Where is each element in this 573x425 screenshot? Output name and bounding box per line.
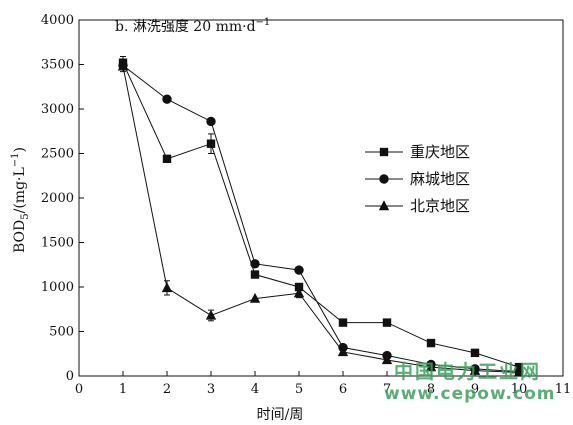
x-tick-label: 7 — [383, 382, 391, 397]
y-axis-label-sub: 5 — [20, 213, 31, 219]
series-layer — [117, 55, 525, 377]
data-point — [381, 354, 393, 365]
legend-entry: 北京地区 — [365, 197, 470, 215]
data-point — [337, 346, 349, 357]
x-tick-label: 3 — [207, 382, 215, 397]
y-tick-label: 500 — [49, 325, 74, 340]
legend-entry: 重庆地区 — [365, 143, 470, 161]
legend-marker — [379, 174, 389, 184]
legend-label: 北京地区 — [410, 197, 470, 215]
watermark-url: www.cepow.com — [384, 384, 556, 404]
x-tick-label: 0 — [75, 382, 83, 397]
x-tick-label: 8 — [427, 382, 435, 397]
x-tick-label: 9 — [471, 382, 479, 397]
y-axis-label-main: BOD — [12, 220, 28, 253]
data-point — [117, 60, 129, 71]
data-point — [294, 265, 304, 275]
data-point — [382, 318, 392, 327]
legend-label: 麻城地区 — [410, 170, 470, 188]
data-point — [250, 270, 260, 279]
x-tick-label: 2 — [163, 382, 171, 397]
y-tick-label: 3000 — [41, 102, 74, 117]
data-point — [250, 259, 260, 269]
data-point — [513, 366, 525, 377]
legend-label: 重庆地区 — [410, 143, 470, 161]
y-axis-label-end: ) — [12, 147, 28, 152]
chart-title-main: b. 淋洗强度 20 mm·d — [115, 19, 256, 35]
y-tick-label: 2500 — [41, 147, 74, 162]
y-tick-label: 3500 — [41, 58, 74, 73]
data-point — [206, 116, 216, 127]
data-point — [161, 282, 173, 293]
data-point — [249, 292, 261, 303]
series-line — [122, 64, 520, 373]
legend-marker — [379, 147, 389, 157]
x-tick-label: 11 — [555, 382, 572, 397]
data-point — [470, 348, 480, 358]
x-axis-label: 时间/周 — [257, 407, 304, 423]
legend-entry: 麻城地区 — [365, 170, 470, 188]
y-tick-label: 1500 — [41, 236, 74, 251]
data-point — [426, 338, 436, 348]
data-point — [338, 318, 348, 327]
y-tick-label: 2000 — [41, 191, 74, 206]
y-axis-label-unit: /(mg·L — [12, 167, 28, 213]
x-tick-label: 4 — [251, 382, 259, 397]
axis-ticks: 0 1 2 3 4 5 6 7 8 9 10 11 0 500 1000 1500 2000 2500 3000 35… — [41, 13, 571, 397]
y-tick-label: 4000 — [41, 13, 74, 28]
series-line — [122, 62, 520, 368]
series-line — [122, 66, 520, 373]
watermark-cn: 中国电力工业网 — [394, 361, 542, 383]
data-point — [162, 154, 172, 164]
data-point — [425, 361, 437, 372]
series-circle — [118, 60, 524, 377]
legend-marker — [378, 200, 390, 211]
chart-title: b. 淋洗强度 20 mm·d−1 — [115, 17, 270, 35]
y-tick-label: 0 — [66, 369, 74, 384]
data-point — [293, 287, 305, 298]
data-point — [205, 309, 217, 320]
x-tick-label: 5 — [295, 382, 303, 397]
x-tick-label: 10 — [511, 382, 528, 397]
data-point — [469, 364, 481, 375]
data-point — [294, 282, 304, 292]
x-tick-label: 6 — [339, 382, 347, 397]
chart-title-superscript: −1 — [256, 17, 271, 28]
y-axis-label-sup: −1 — [10, 152, 21, 167]
series-triangle — [117, 60, 525, 377]
y-tick-label: 1000 — [41, 280, 74, 295]
data-point — [206, 139, 216, 148]
data-point — [162, 94, 172, 104]
y-axis-label: BOD5/(mg·L−1) — [10, 147, 31, 253]
x-tick-label: 1 — [119, 382, 127, 397]
